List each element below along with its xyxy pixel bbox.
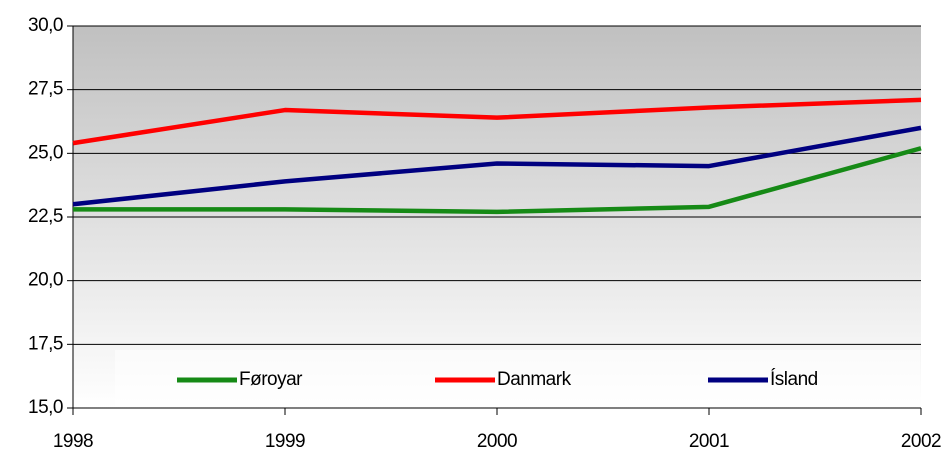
x-tick-label: 2002 (901, 431, 941, 452)
legend-label: Føroyar (239, 369, 303, 390)
legend (115, 350, 920, 406)
series-line (73, 146, 922, 215)
series-line (72, 125, 922, 207)
y-tick-label: 27,5 (28, 79, 63, 100)
y-tick-label: 22,5 (28, 206, 63, 227)
x-tick-label: 2001 (689, 431, 729, 452)
y-tick-label: 25,0 (28, 142, 63, 163)
legend-label: Danmark (497, 369, 572, 390)
y-tick-label: 17,5 (28, 333, 63, 354)
legend-label: Ísland (770, 369, 818, 390)
y-tick-label: 15,0 (28, 397, 63, 418)
x-tick-label: 1999 (265, 431, 305, 452)
y-tick-label: 30,0 (28, 15, 63, 36)
series-line (72, 97, 922, 146)
x-tick-label: 1998 (53, 431, 93, 452)
y-tick-label: 20,0 (28, 270, 63, 291)
x-tick-label: 2000 (477, 431, 517, 452)
